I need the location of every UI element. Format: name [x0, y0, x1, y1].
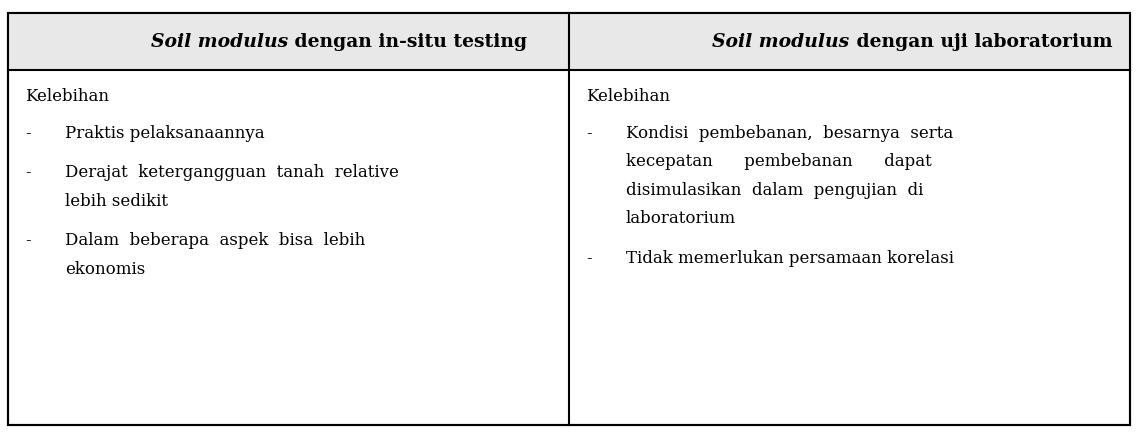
- Bar: [569, 13, 1130, 70]
- Text: Soil modulus: Soil modulus: [712, 32, 849, 51]
- Text: Tidak memerlukan persamaan korelasi: Tidak memerlukan persamaan korelasi: [626, 250, 954, 267]
- Text: kecepatan      pembebanan      dapat: kecepatan pembebanan dapat: [626, 153, 932, 170]
- Text: laboratorium: laboratorium: [626, 210, 736, 227]
- Text: -: -: [25, 232, 31, 249]
- Text: -: -: [25, 164, 31, 181]
- Text: Praktis pelaksanaannya: Praktis pelaksanaannya: [65, 125, 264, 142]
- Text: lebih sedikit: lebih sedikit: [65, 193, 168, 210]
- Text: Derajat  ketergangguan  tanah  relative: Derajat ketergangguan tanah relative: [65, 164, 398, 181]
- Text: Dalam  beberapa  aspek  bisa  lebih: Dalam beberapa aspek bisa lebih: [65, 232, 365, 249]
- Text: Kondisi  pembebanan,  besarnya  serta: Kondisi pembebanan, besarnya serta: [626, 125, 954, 142]
- Text: dengan in-situ testing: dengan in-situ testing: [289, 32, 528, 51]
- Text: -: -: [25, 125, 31, 142]
- Text: dengan uji laboratorium: dengan uji laboratorium: [849, 32, 1112, 51]
- Text: Kelebihan: Kelebihan: [25, 88, 109, 105]
- Bar: [8, 13, 569, 70]
- Text: -: -: [586, 125, 592, 142]
- Text: -: -: [586, 250, 592, 267]
- Text: disimulasikan  dalam  pengujian  di: disimulasikan dalam pengujian di: [626, 182, 923, 199]
- Text: Soil modulus: Soil modulus: [151, 32, 289, 51]
- Text: ekonomis: ekonomis: [65, 261, 146, 278]
- Text: Kelebihan: Kelebihan: [586, 88, 670, 105]
